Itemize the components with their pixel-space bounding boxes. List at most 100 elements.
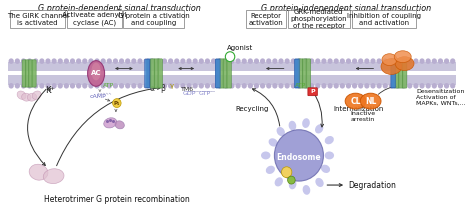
Circle shape (27, 83, 32, 89)
Text: G protein a ctivation
and coupling: G protein a ctivation and coupling (118, 13, 190, 26)
Circle shape (46, 83, 51, 89)
Circle shape (315, 83, 320, 89)
Circle shape (39, 58, 45, 64)
Circle shape (413, 83, 419, 89)
Circle shape (254, 58, 259, 64)
Text: Recycling: Recycling (235, 106, 268, 112)
Text: cAMP: cAMP (90, 94, 106, 99)
Text: Degradation: Degradation (348, 181, 396, 190)
Ellipse shape (261, 151, 271, 159)
Text: GDP: GDP (183, 91, 196, 96)
Circle shape (236, 83, 241, 89)
Text: γ: γ (170, 83, 173, 89)
Circle shape (346, 83, 351, 89)
FancyBboxPatch shape (288, 10, 350, 28)
FancyBboxPatch shape (223, 59, 228, 88)
Circle shape (419, 58, 425, 64)
Circle shape (70, 58, 75, 64)
Circle shape (321, 58, 327, 64)
Ellipse shape (32, 91, 41, 99)
Text: β: β (161, 84, 165, 93)
FancyBboxPatch shape (29, 60, 33, 87)
Circle shape (297, 58, 302, 64)
Text: Endosome: Endosome (277, 153, 321, 162)
Ellipse shape (289, 179, 296, 189)
Circle shape (52, 58, 57, 64)
Circle shape (52, 83, 57, 89)
Ellipse shape (395, 57, 414, 70)
FancyBboxPatch shape (216, 59, 220, 88)
Circle shape (376, 83, 382, 89)
Ellipse shape (315, 178, 324, 187)
Circle shape (315, 58, 320, 64)
Ellipse shape (302, 118, 310, 128)
Circle shape (260, 58, 265, 64)
FancyBboxPatch shape (123, 10, 184, 28)
Circle shape (364, 83, 370, 89)
FancyBboxPatch shape (158, 59, 163, 88)
Ellipse shape (315, 124, 323, 133)
Ellipse shape (302, 185, 310, 195)
FancyBboxPatch shape (10, 10, 65, 28)
Circle shape (303, 83, 308, 89)
FancyBboxPatch shape (391, 59, 396, 88)
Circle shape (272, 83, 277, 89)
Circle shape (100, 83, 106, 89)
Circle shape (340, 58, 345, 64)
Ellipse shape (17, 91, 26, 99)
Circle shape (137, 83, 143, 89)
Circle shape (125, 83, 130, 89)
Circle shape (352, 58, 357, 64)
Circle shape (174, 58, 179, 64)
Text: P: P (310, 89, 315, 94)
FancyBboxPatch shape (299, 59, 303, 88)
FancyBboxPatch shape (308, 88, 317, 96)
Circle shape (180, 83, 185, 89)
Circle shape (119, 58, 124, 64)
Circle shape (288, 176, 295, 184)
Circle shape (303, 58, 308, 64)
FancyBboxPatch shape (150, 59, 155, 88)
Circle shape (211, 58, 216, 64)
Text: G protein-independent signal transduction: G protein-independent signal transductio… (261, 4, 431, 13)
Circle shape (217, 58, 222, 64)
Circle shape (282, 167, 292, 178)
Circle shape (432, 83, 437, 89)
FancyBboxPatch shape (395, 59, 399, 88)
Circle shape (192, 83, 198, 89)
Text: Receptor
activation: Receptor activation (248, 13, 283, 26)
Circle shape (156, 83, 161, 89)
FancyBboxPatch shape (295, 59, 299, 88)
Text: P₁: P₁ (114, 101, 120, 106)
Circle shape (278, 83, 283, 89)
Ellipse shape (276, 127, 285, 136)
Circle shape (113, 99, 121, 108)
Bar (9, 75, 456, 85)
Circle shape (413, 58, 419, 64)
Circle shape (168, 83, 173, 89)
Circle shape (352, 83, 357, 89)
Circle shape (370, 58, 375, 64)
FancyBboxPatch shape (352, 10, 416, 28)
Circle shape (131, 58, 137, 64)
Circle shape (358, 58, 364, 64)
Text: ATP: ATP (295, 83, 306, 88)
Circle shape (15, 58, 20, 64)
Circle shape (82, 83, 87, 89)
Circle shape (450, 58, 456, 64)
Circle shape (46, 58, 51, 64)
Circle shape (229, 58, 235, 64)
Bar (9, 62, 456, 72)
FancyBboxPatch shape (219, 59, 224, 88)
Circle shape (419, 83, 425, 89)
Circle shape (334, 83, 339, 89)
Circle shape (438, 83, 443, 89)
FancyBboxPatch shape (306, 59, 310, 88)
Circle shape (334, 58, 339, 64)
Ellipse shape (29, 164, 48, 180)
Circle shape (438, 58, 443, 64)
Ellipse shape (325, 136, 334, 144)
Ellipse shape (22, 93, 31, 101)
Circle shape (125, 58, 130, 64)
FancyBboxPatch shape (391, 59, 395, 88)
